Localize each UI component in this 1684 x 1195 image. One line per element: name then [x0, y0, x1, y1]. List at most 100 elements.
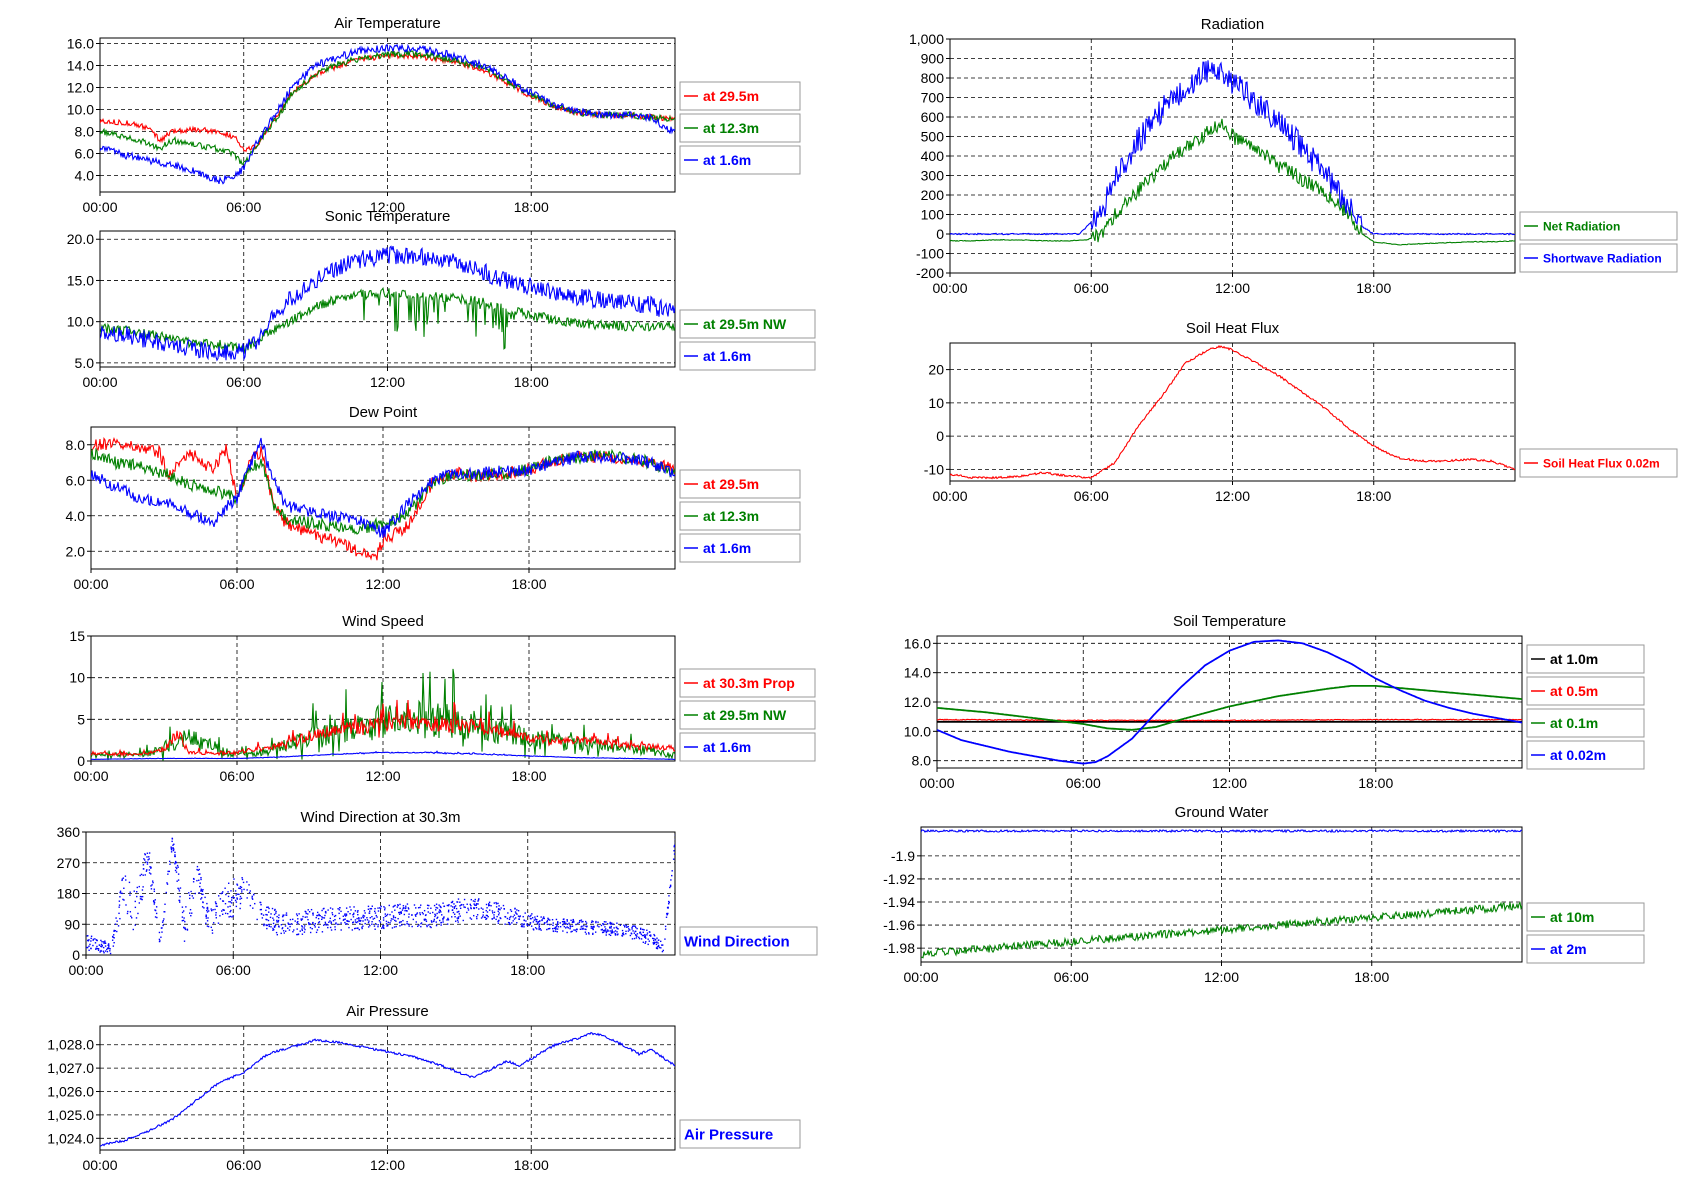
data-point: [181, 919, 184, 922]
data-point: [251, 898, 254, 900]
data-point: [86, 946, 89, 949]
data-point: [239, 895, 242, 898]
data-point: [190, 914, 192, 917]
data-point: [482, 914, 484, 916]
data-point: [233, 878, 235, 880]
data-point: [94, 938, 96, 940]
data-point: [383, 906, 385, 908]
data-point: [571, 925, 574, 927]
data-point: [456, 919, 459, 921]
data-point: [241, 889, 243, 891]
x-tick-label: 06:00: [226, 374, 261, 390]
data-point: [611, 932, 614, 934]
x-tick-label: 12:00: [363, 962, 398, 978]
data-point: [485, 909, 487, 912]
data-point: [388, 904, 390, 907]
data-point: [177, 873, 180, 875]
data-point: [142, 864, 145, 866]
y-tick-label: 700: [921, 90, 945, 106]
data-point: [543, 922, 546, 925]
x-tick-label: 06:00: [1074, 488, 1109, 504]
data-point: [304, 928, 306, 931]
data-point: [317, 917, 320, 920]
data-point: [272, 927, 274, 930]
data-point: [395, 925, 397, 928]
data-point: [146, 852, 149, 854]
data-point: [104, 941, 106, 943]
legend-label: at 29.5m: [703, 88, 759, 104]
data-point: [324, 914, 326, 917]
data-point: [136, 895, 138, 898]
data-point: [153, 900, 155, 902]
data-point: [509, 909, 512, 911]
data-point: [370, 907, 372, 910]
data-point: [284, 925, 287, 927]
data-point: [488, 909, 491, 911]
plot-series: [937, 639, 1522, 765]
data-point: [495, 906, 498, 908]
data-point: [309, 926, 312, 929]
data-point: [383, 927, 385, 930]
legend-item: [1526, 644, 1645, 674]
data-point: [547, 918, 550, 920]
data-point: [202, 901, 204, 903]
data-point: [454, 916, 456, 918]
data-point: [129, 911, 132, 913]
y-tick-label: 4.0: [66, 508, 86, 524]
data-point: [515, 912, 517, 915]
data-point: [329, 907, 332, 909]
data-point: [610, 922, 613, 925]
data-point: [221, 892, 223, 894]
data-point: [275, 912, 277, 914]
data-point: [113, 934, 115, 936]
data-point: [482, 908, 484, 910]
legend-item: [679, 668, 816, 698]
data-point: [625, 933, 627, 935]
chart-title: Wind Speed: [342, 613, 424, 630]
data-point: [521, 925, 523, 928]
data-point: [446, 923, 449, 925]
legend-label: at 2m: [1550, 941, 1587, 957]
data-point: [136, 886, 139, 889]
data-point: [86, 946, 88, 949]
y-tick-label: 12.0: [67, 80, 94, 96]
data-point: [229, 901, 232, 903]
data-point: [129, 894, 131, 896]
plot-series: [100, 245, 675, 362]
data-point: [228, 900, 230, 903]
data-point: [150, 867, 152, 869]
data-point: [267, 919, 270, 922]
data-point: [488, 904, 491, 907]
data-point: [457, 917, 460, 920]
data-point: [604, 928, 607, 930]
data-point: [602, 931, 605, 933]
data-point: [144, 874, 146, 876]
data-point: [158, 938, 161, 941]
data-point: [604, 930, 606, 932]
data-point: [610, 925, 613, 928]
data-point: [356, 917, 358, 920]
data-point: [420, 904, 422, 906]
y-tick-label: 5.0: [75, 355, 95, 371]
legend: at 29.5m at 12.3m at 1.6m: [679, 81, 801, 175]
data-point: [407, 923, 410, 926]
data-point: [142, 886, 144, 888]
data-point: [535, 920, 538, 923]
data-point: [475, 904, 477, 907]
data-point: [285, 912, 288, 914]
data-point: [330, 922, 332, 924]
data-point: [657, 944, 660, 947]
data-point: [102, 950, 105, 952]
data-point: [476, 914, 479, 916]
data-point: [356, 911, 359, 913]
data-point: [497, 914, 500, 916]
data-point: [125, 904, 127, 906]
data-point: [348, 920, 350, 923]
data-point: [453, 907, 456, 909]
data-point: [146, 861, 149, 864]
legend: at 29.5m NW at 1.6m: [679, 309, 816, 371]
data-point: [249, 890, 252, 892]
data-point: [491, 910, 494, 912]
y-tick-label: 300: [921, 168, 945, 184]
data-point: [390, 918, 393, 920]
